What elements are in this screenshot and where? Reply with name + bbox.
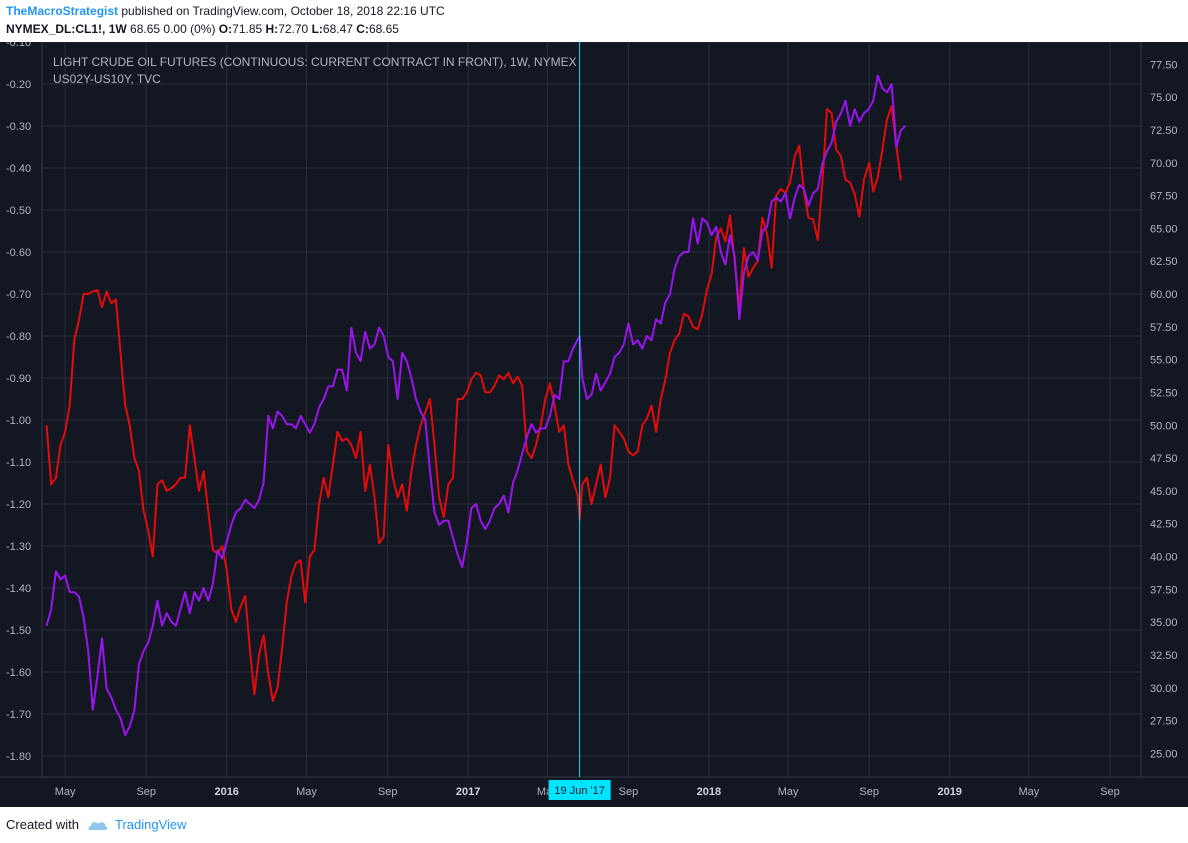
time-tick-label: 2016 [214, 786, 238, 798]
tradingview-link[interactable]: TradingView [114, 817, 187, 832]
right-tick-label: 67.50 [1150, 191, 1178, 203]
left-price-axis[interactable]: -0.10 -0.20 -0.30 -0.40 -0.50 -0.60 -0.70 -0.80… [6, 42, 31, 763]
left-tick-label: -1.80 [6, 751, 31, 763]
open-value: 71.85 [232, 22, 263, 36]
series-layer [45, 74, 907, 736]
left-tick-label: -1.70 [6, 709, 31, 721]
right-tick-label: 40.00 [1150, 552, 1178, 564]
legend-crude: LIGHT CRUDE OIL FUTURES (CONTINUOUS: CUR… [53, 55, 577, 69]
left-tick-label: -1.20 [6, 499, 31, 511]
created-with-text: Created with [6, 817, 79, 832]
right-tick-label: 57.50 [1150, 322, 1178, 334]
low-value: 68.47 [322, 22, 353, 36]
left-tick-label: -0.80 [6, 331, 31, 343]
publish-info: TheMacroStrategist published on TradingV… [6, 4, 445, 18]
right-tick-label: 25.00 [1150, 748, 1178, 760]
right-tick-label: 72.50 [1150, 125, 1178, 137]
time-tick-label: 2017 [456, 786, 480, 798]
time-tick-label: 2019 [937, 786, 961, 798]
yield-spread-line [45, 74, 907, 736]
left-tick-label: -0.50 [6, 205, 31, 217]
tradingview-logo-icon [88, 821, 108, 830]
time-tick-label: Sep [136, 786, 156, 798]
left-tick-label: -0.30 [6, 121, 31, 133]
time-tick-label: May [1018, 786, 1039, 798]
right-tick-label: 45.00 [1150, 486, 1178, 498]
published-text: published on TradingView.com, October 18… [121, 4, 445, 18]
footer: Created with TradingView [6, 817, 187, 832]
time-tick-label: May [296, 786, 317, 798]
author-link[interactable]: TheMacroStrategist [6, 4, 119, 18]
right-tick-label: 70.00 [1150, 158, 1178, 170]
symbol-info: NYMEX_DL:CL1!, 1W 68.65 0.00 (0%) O:71.8… [6, 22, 399, 36]
right-tick-label: 75.00 [1150, 92, 1178, 104]
high-value: 72.70 [278, 22, 309, 36]
price-chart[interactable]: -0.10 -0.20 -0.30 -0.40 -0.50 -0.60 -0.70 -0.80… [0, 42, 1188, 807]
left-tick-label: -0.90 [6, 373, 31, 385]
left-tick-label: -1.40 [6, 583, 31, 595]
left-tick-label: -1.00 [6, 415, 31, 427]
time-tick-label: Sep [1100, 786, 1120, 798]
interval: 1W [108, 22, 127, 36]
right-tick-label: 42.50 [1150, 519, 1178, 531]
time-tick-label: 2018 [697, 786, 721, 798]
price-change: 0.00 (0%) [163, 22, 216, 36]
crosshair-date-label: 19 Jun '17 [554, 785, 604, 797]
right-tick-label: 77.50 [1150, 59, 1178, 71]
right-tick-label: 55.00 [1150, 355, 1178, 367]
right-tick-label: 47.50 [1150, 453, 1178, 465]
crosshair-date-box [548, 780, 611, 800]
right-tick-label: 52.50 [1150, 387, 1178, 399]
right-tick-label: 50.00 [1150, 420, 1178, 432]
right-tick-label: 65.00 [1150, 223, 1178, 235]
time-tick-label: May [778, 786, 799, 798]
time-tick-label: Sep [378, 786, 398, 798]
right-tick-label: 60.00 [1150, 289, 1178, 301]
time-tick-label: Sep [859, 786, 879, 798]
left-tick-label: -0.70 [6, 289, 31, 301]
time-tick-label: Sep [619, 786, 639, 798]
left-tick-label: -1.50 [6, 625, 31, 637]
left-tick-label: -1.10 [6, 457, 31, 469]
left-tick-label: -0.60 [6, 247, 31, 259]
right-tick-label: 27.50 [1150, 716, 1178, 728]
left-tick-label: -0.20 [6, 79, 31, 91]
legend-spread: US02Y-US10Y, TVC [53, 72, 161, 86]
right-tick-label: 62.50 [1150, 256, 1178, 268]
close-value: 68.65 [368, 22, 399, 36]
time-tick-label: May [55, 786, 76, 798]
left-tick-label: -1.30 [6, 541, 31, 553]
right-tick-label: 32.50 [1150, 650, 1178, 662]
left-tick-label: -1.60 [6, 667, 31, 679]
right-price-axis[interactable]: 77.50 75.00 72.50 70.00 67.50 65.00 62.50 60.00… [1150, 59, 1178, 760]
time-axis[interactable]: May Sep 2016 May Sep 2017 May Sep 2018 May Sep 2019… [55, 786, 1120, 798]
right-tick-label: 37.50 [1150, 584, 1178, 596]
last-price: 68.65 [130, 22, 161, 36]
left-tick-label: -0.40 [6, 163, 31, 175]
symbol-name: NYMEX_DL:CL1! [6, 22, 103, 36]
left-tick-label: -0.10 [6, 42, 31, 49]
chart-background [0, 42, 1188, 807]
right-tick-label: 30.00 [1150, 683, 1178, 695]
right-tick-label: 35.00 [1150, 617, 1178, 629]
crosshair: 19 Jun '17 [548, 42, 611, 800]
